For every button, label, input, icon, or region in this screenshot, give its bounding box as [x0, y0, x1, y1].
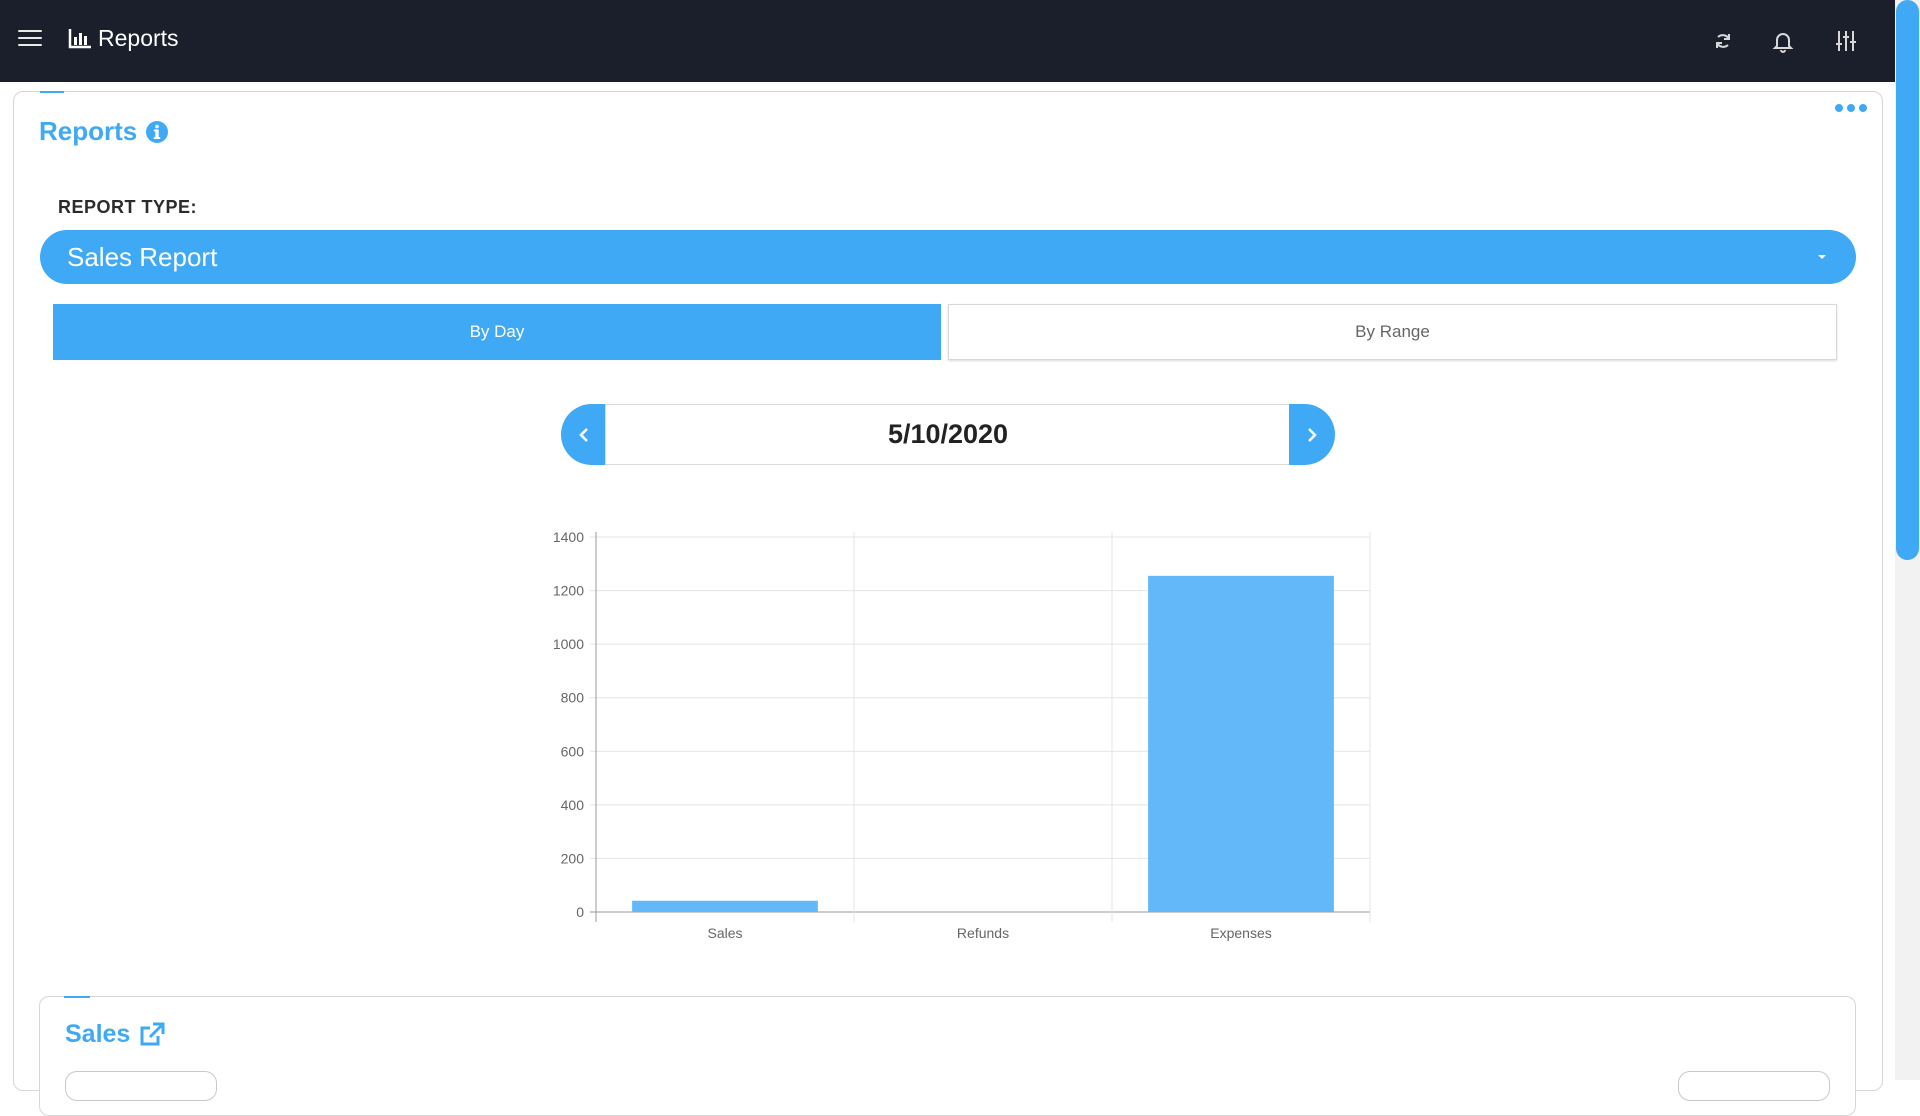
next-day-button[interactable] [1289, 404, 1335, 465]
y-tick-label: 1000 [553, 636, 584, 652]
y-tick-label: 800 [561, 690, 585, 706]
report-type-label: REPORT TYPE: [58, 197, 198, 217]
x-tick-label: Sales [707, 925, 742, 941]
sales-filter-pill[interactable] [65, 1071, 217, 1101]
sales-section-title-text: Sales [65, 1020, 131, 1048]
previous-day-button[interactable] [561, 404, 607, 465]
sliders-icon[interactable] [1833, 28, 1859, 54]
bar-expenses [1148, 575, 1334, 912]
bell-icon[interactable] [1770, 28, 1796, 54]
y-tick-label: 200 [561, 850, 585, 866]
report-type-select[interactable]: Sales Report [40, 230, 1856, 284]
card-title-text: Reports [39, 116, 138, 146]
y-tick-label: 1400 [553, 529, 584, 545]
sales-card-accent-mark [64, 996, 90, 998]
sales-bar-chart: 0 200 400 600 800 1000 1200 1400 Sales Refunds Exp… [553, 529, 1371, 941]
y-tick-label: 1200 [553, 583, 584, 599]
sales-section-title: Sales [65, 1020, 166, 1049]
chevron-right-icon [1308, 427, 1317, 442]
tab-by-range[interactable]: By Range [948, 304, 1837, 360]
info-icon[interactable] [145, 120, 169, 144]
bar-sales [632, 900, 818, 912]
y-tick-label: 600 [561, 743, 585, 759]
tab-by-day[interactable]: By Day [53, 304, 941, 360]
menu-icon[interactable] [18, 30, 42, 50]
external-link-icon[interactable] [138, 1022, 166, 1048]
date-picker: 5/10/2020 [561, 404, 1335, 465]
x-tick-label: Refunds [957, 925, 1009, 941]
sales-card [39, 996, 1856, 1116]
sales-action-pill[interactable] [1678, 1071, 1830, 1101]
app-title: Reports [68, 22, 179, 54]
y-tick-label: 0 [576, 904, 584, 920]
x-tick-label: Expenses [1210, 925, 1271, 941]
refresh-icon[interactable] [1710, 28, 1736, 54]
selected-date[interactable]: 5/10/2020 [605, 404, 1291, 465]
y-tick-label: 400 [561, 797, 585, 813]
chevron-left-icon [579, 427, 588, 442]
scrollbar-thumb[interactable] [1896, 0, 1919, 560]
card-title: Reports [39, 116, 169, 147]
card-accent-mark [40, 91, 64, 93]
bar-chart-icon [68, 29, 91, 49]
top-app-bar: Reports [0, 0, 1895, 82]
report-type-value: Sales Report [67, 241, 218, 272]
app-title-text: Reports [98, 24, 179, 51]
chevron-down-icon [1818, 255, 1826, 259]
more-options-icon[interactable] [1835, 104, 1867, 112]
